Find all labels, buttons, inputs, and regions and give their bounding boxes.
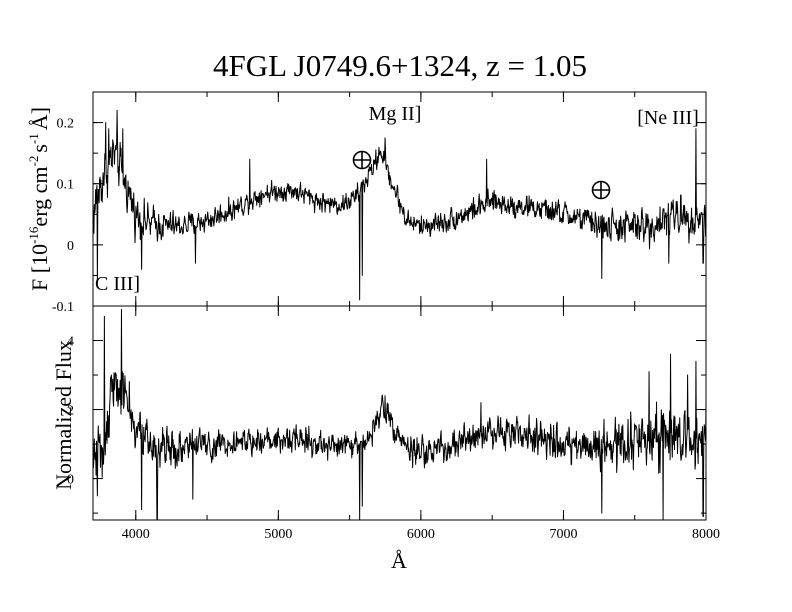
top-y-tick-label: 0 xyxy=(67,239,74,254)
mg-ii-label: Mg II] xyxy=(369,103,422,125)
top-spectrum-line xyxy=(92,109,707,301)
bottom-y-tick-label: 0 xyxy=(67,473,74,488)
bottom-y-ticks: 0 2 4 xyxy=(67,305,707,520)
bottom-plot-frame xyxy=(92,305,707,521)
top-y-tick-label: -0.1 xyxy=(52,300,74,315)
bottom-y-tick-label: 4 xyxy=(67,335,74,350)
bottom-x-ticks: 4000 5000 6000 7000 8000 xyxy=(122,527,720,542)
bottom-panel: 0 2 4 4000 5000 6000 7000 8000 Normalized Flux… xyxy=(51,305,720,573)
x-axis-label: Å xyxy=(391,548,407,573)
top-y-ticks: -0.1 0 0.1 0.2 xyxy=(52,91,707,315)
ne-iii-label: [Ne III] xyxy=(637,107,699,129)
top-panel: -0.1 0 0.1 0.2 Mg II] [Ne III] C III] F [10… xyxy=(26,91,707,315)
x-tick-label: 4000 xyxy=(122,527,150,542)
earth-symbol-mgii xyxy=(352,150,372,170)
top-y-tick-label: 0.1 xyxy=(57,178,75,193)
chart-title: 4FGL J0749.6+1324, z = 1.05 xyxy=(213,48,587,83)
top-y-tick-label: 0.2 xyxy=(57,117,75,132)
x-tick-label: 7000 xyxy=(549,527,577,542)
x-tick-label: 6000 xyxy=(407,527,435,542)
top-y-axis-label: F [10-16erg cm-2s-1Å] xyxy=(26,107,52,291)
c-iii-label: C III] xyxy=(95,273,140,295)
bottom-y-axis-label: Normalized Flux xyxy=(51,340,76,490)
bottom-spectrum-line xyxy=(92,308,707,521)
x-tick-label: 8000 xyxy=(692,527,720,542)
bottom-y-tick-label: 2 xyxy=(67,404,74,419)
earth-symbol-telluric xyxy=(591,180,611,200)
x-tick-label: 5000 xyxy=(264,527,292,542)
